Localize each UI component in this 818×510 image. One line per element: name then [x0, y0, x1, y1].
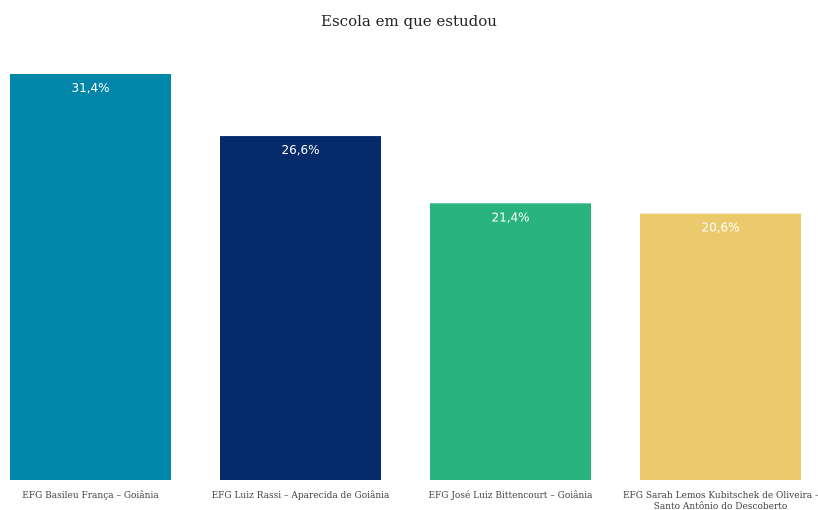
- category-label-4-line-1: EFG Sarah Lemos Kubitschek de Oliveira -: [623, 491, 818, 501]
- bars-group: [10, 73, 801, 481]
- bar-1: [10, 73, 171, 481]
- category-label-4-line-2: Santo Antônio do Descoberto: [654, 501, 788, 510]
- bar-3: [430, 203, 591, 480]
- bar-2: [220, 136, 381, 480]
- category-label-3: EFG José Luiz Bittencourt – Goiânia: [428, 490, 593, 501]
- bar-4: [640, 213, 801, 480]
- bar-value-label-3: 21,4%: [491, 210, 529, 224]
- chart-title: Escola em que estudou: [321, 12, 497, 30]
- bar-value-label-4: 20,6%: [701, 221, 739, 235]
- category-labels-group: EFG Basileu França – Goiânia EFG Luiz Ras…: [22, 490, 818, 510]
- bar-value-label-2: 26,6%: [281, 143, 319, 157]
- category-label-2: EFG Luiz Rassi – Aparecida de Goiânia: [212, 490, 390, 501]
- bar-value-label-1: 31,4%: [71, 81, 109, 95]
- value-labels-group: 31,4% 26,6% 21,4% 20,6%: [71, 81, 739, 235]
- category-label-1: EFG Basileu França – Goiânia: [22, 490, 159, 501]
